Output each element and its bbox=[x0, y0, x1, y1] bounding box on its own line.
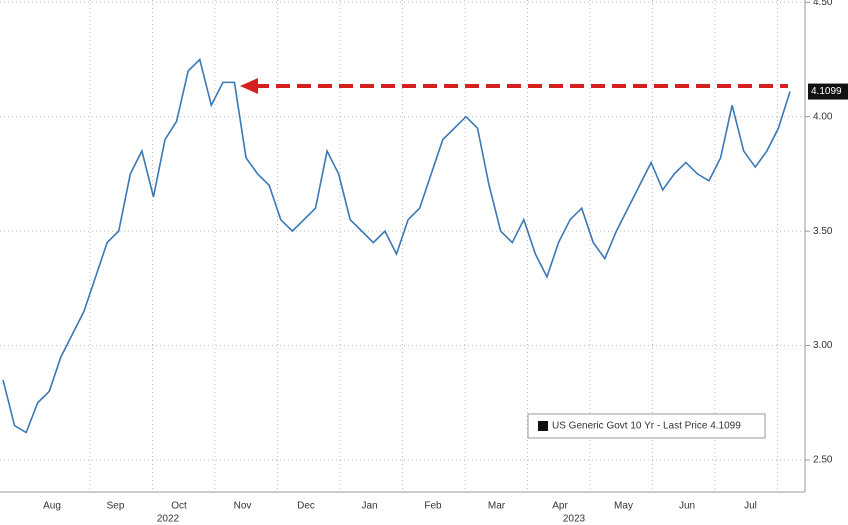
legend-label: US Generic Govt 10 Yr - Last Price 4.109… bbox=[552, 421, 741, 432]
legend-swatch bbox=[538, 421, 548, 431]
last-price-box bbox=[808, 83, 848, 100]
x-tick-label: Mar bbox=[488, 501, 506, 512]
y-tick-label: 4.50 bbox=[813, 0, 833, 8]
x-tick-label: Jan bbox=[361, 501, 377, 512]
y-tick-label: 3.50 bbox=[813, 226, 833, 237]
x-tick-label: Dec bbox=[297, 501, 315, 512]
y-tick-label: 3.00 bbox=[813, 340, 833, 351]
x-tick-label: Jul bbox=[744, 501, 757, 512]
x-tick-label: Sep bbox=[107, 501, 125, 512]
year-label: 2022 bbox=[157, 514, 180, 525]
last-price-label: 4.1099 bbox=[811, 86, 842, 97]
y-tick-label: 4.00 bbox=[813, 111, 833, 122]
price-line bbox=[2, 57, 791, 434]
x-tick-label: May bbox=[614, 501, 633, 512]
y-tick-label: 2.50 bbox=[813, 455, 833, 466]
x-tick-label: Oct bbox=[171, 501, 187, 512]
x-tick-label: Aug bbox=[43, 501, 61, 512]
arrow-head bbox=[240, 78, 258, 94]
x-tick-label: Nov bbox=[234, 501, 252, 512]
year-label: 2023 bbox=[563, 514, 586, 525]
x-tick-label: Jun bbox=[679, 501, 695, 512]
x-tick-label: Apr bbox=[552, 501, 568, 512]
x-tick-label: Feb bbox=[424, 501, 442, 512]
legend-box bbox=[527, 413, 766, 439]
